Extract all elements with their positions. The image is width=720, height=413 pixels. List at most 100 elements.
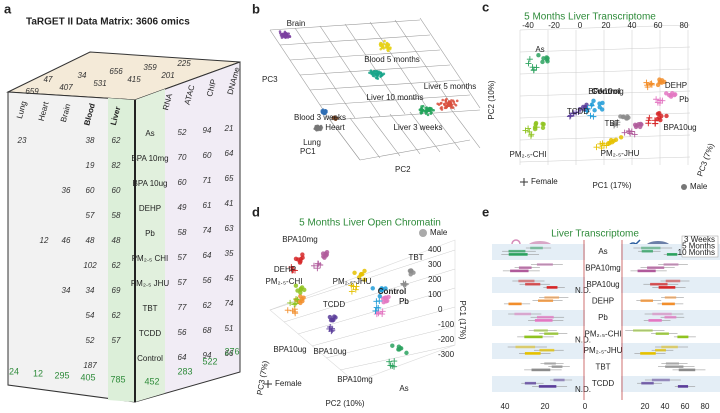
grid-line — [349, 117, 381, 159]
cell-value: 23 — [17, 136, 27, 145]
point — [376, 73, 380, 76]
point — [328, 317, 334, 323]
grid-line — [429, 109, 461, 151]
exposure-label: PM₂.₅ JHU — [131, 279, 170, 288]
grid-line — [419, 17, 481, 109]
point — [379, 44, 382, 47]
legend-label: 3 Weeks — [684, 235, 715, 244]
point — [391, 358, 398, 365]
grid-line — [344, 23, 406, 115]
cell-value: 12 — [40, 236, 49, 245]
missing-label: N.D. — [575, 286, 591, 295]
grid-line — [311, 306, 456, 347]
group-label: Pb — [679, 95, 689, 104]
grid-line — [409, 111, 441, 153]
total-label: 12 — [33, 368, 43, 378]
group-label: BPA10ug — [273, 345, 306, 354]
grid-line — [309, 79, 461, 91]
point — [611, 138, 616, 143]
point — [450, 106, 453, 109]
box — [510, 269, 529, 273]
point — [386, 294, 391, 300]
point — [293, 296, 300, 303]
count-label: 656 — [109, 67, 123, 76]
point — [371, 74, 375, 78]
point — [314, 265, 321, 272]
point — [288, 267, 295, 274]
x-axis-label: PC2 (10%) — [325, 399, 364, 408]
row-label: As — [598, 247, 607, 256]
grid-line — [519, 156, 691, 163]
row-label-bg — [585, 326, 621, 343]
point — [386, 358, 393, 365]
count-label: 415 — [127, 75, 141, 84]
cell-value: 65 — [225, 174, 234, 183]
cell-value: 62 — [203, 301, 212, 310]
panel-title: 5 Months Liver Open Chromatin — [299, 218, 441, 229]
grid-line — [283, 268, 456, 323]
point — [300, 252, 305, 257]
group-label: PM₂.₅-JHU — [333, 277, 372, 286]
point — [627, 130, 634, 137]
cell-value: 35 — [225, 249, 234, 258]
box — [534, 319, 553, 322]
point — [329, 327, 336, 334]
cell-value: 94 — [203, 351, 212, 360]
point — [386, 45, 390, 48]
point — [656, 100, 663, 107]
row-label-bg — [585, 376, 621, 392]
box — [544, 362, 556, 365]
point — [525, 60, 532, 67]
tick-label: 300 — [428, 260, 442, 269]
exposure-label: BPA 10mg — [131, 154, 168, 163]
group-label: Control — [592, 87, 620, 96]
exposure-label: As — [145, 129, 154, 138]
liver-strip — [108, 98, 135, 402]
assay-label: RNA — [161, 92, 174, 111]
point — [455, 99, 459, 103]
cell-value: 64 — [225, 149, 234, 158]
point — [381, 73, 384, 77]
box — [536, 315, 554, 319]
grid-line — [389, 113, 421, 155]
point — [570, 110, 577, 117]
count-label: 34 — [78, 71, 87, 80]
cell-value: 36 — [62, 186, 71, 195]
missing-label: N.D. — [575, 385, 591, 394]
grid-line — [449, 107, 481, 149]
point — [614, 119, 621, 126]
point — [621, 114, 626, 119]
cell-value: 71 — [203, 176, 212, 185]
axis-line — [359, 139, 471, 161]
group-label: Lung — [303, 138, 321, 147]
point — [541, 56, 546, 61]
row-label: BPA10mg — [585, 264, 620, 273]
group-label: As — [399, 384, 408, 393]
box — [536, 263, 553, 266]
point — [621, 129, 628, 136]
tick-label: 60 — [654, 21, 663, 30]
exposure-label: DEHP — [139, 204, 161, 213]
grid-line — [319, 25, 381, 117]
point — [424, 112, 428, 115]
point — [286, 35, 290, 38]
box — [524, 352, 541, 355]
cell-value: 102 — [83, 261, 97, 270]
row-label-bg — [585, 310, 621, 326]
point — [420, 110, 424, 113]
cell-value: 82 — [112, 161, 121, 170]
total-label: 276 — [224, 346, 239, 356]
cell-value: 60 — [86, 186, 95, 195]
box — [647, 266, 665, 269]
point — [372, 70, 376, 73]
cell-value: 61 — [203, 201, 212, 210]
tick-label: 20 — [541, 402, 550, 411]
cell-value: 62 — [112, 311, 121, 320]
box — [525, 282, 541, 286]
box — [514, 312, 532, 316]
point — [379, 71, 382, 74]
axis-label: PC1 — [300, 147, 316, 156]
box — [665, 279, 681, 283]
